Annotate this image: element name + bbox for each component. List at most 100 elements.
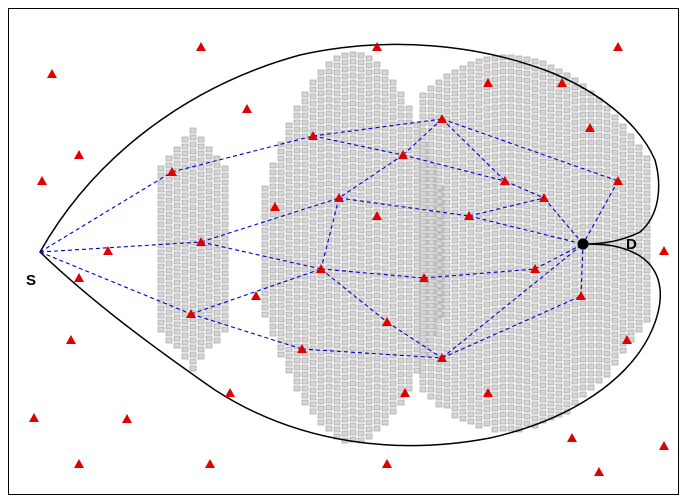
coverage-cell: [499, 201, 507, 208]
coverage-cell: [483, 364, 491, 371]
coverage-cell: [563, 247, 571, 254]
coverage-cell: [269, 281, 277, 288]
coverage-cell: [475, 317, 483, 324]
coverage-cell: [293, 203, 301, 210]
coverage-cell: [443, 94, 451, 101]
coverage-cell: [301, 259, 309, 266]
coverage-cell: [269, 169, 277, 176]
coverage-cell: [309, 296, 317, 303]
coverage-cell: [563, 317, 571, 324]
route-edge: [39, 241, 202, 253]
coverage-cell: [341, 416, 349, 423]
coverage-cell: [381, 265, 389, 272]
coverage-cell: [173, 146, 181, 153]
coverage-cell: [397, 196, 405, 203]
coverage-cell: [507, 145, 515, 152]
coverage-cell: [317, 391, 325, 398]
coverage-cell: [595, 139, 603, 146]
coverage-cell: [499, 110, 507, 117]
coverage-cell: [451, 118, 459, 125]
coverage-cell: [341, 101, 349, 108]
coverage-cell: [365, 139, 373, 146]
coverage-cell: [475, 79, 483, 86]
coverage-cell: [443, 290, 451, 297]
coverage-cell: [587, 251, 595, 258]
coverage-cell: [499, 271, 507, 278]
coverage-cell: [213, 288, 221, 295]
coverage-cell: [427, 141, 435, 148]
coverage-cell: [523, 378, 531, 385]
coverage-cell: [539, 368, 547, 375]
coverage-cell: [531, 114, 539, 121]
coverage-cell: [459, 135, 467, 142]
coverage-cell: [515, 195, 523, 202]
coverage-cell: [389, 205, 397, 212]
coverage-cell: [419, 323, 427, 330]
coverage-cell: [539, 95, 547, 102]
coverage-cell: [285, 164, 293, 171]
coverage-cell: [365, 90, 373, 97]
coverage-cell: [539, 375, 547, 382]
coverage-cell: [373, 152, 381, 159]
coverage-cell: [491, 209, 499, 216]
coverage-cell: [427, 162, 435, 169]
coverage-cell: [277, 281, 285, 288]
coverage-cell: [523, 112, 531, 119]
coverage-cell: [579, 265, 587, 272]
coverage-cell: [443, 360, 451, 367]
coverage-cell: [555, 299, 563, 306]
coverage-cell: [603, 126, 611, 133]
coverage-cell: [419, 386, 427, 393]
coverage-cell: [365, 342, 373, 349]
coverage-cell: [285, 143, 293, 150]
coverage-cell: [507, 215, 515, 222]
coverage-cell: [483, 420, 491, 427]
coverage-cell: [301, 357, 309, 364]
coverage-cell: [413, 332, 421, 339]
coverage-cell: [523, 245, 531, 252]
coverage-cell: [507, 250, 515, 257]
coverage-cell: [507, 222, 515, 229]
coverage-cell: [483, 126, 491, 133]
coverage-cell: [531, 240, 539, 247]
coverage-cell: [261, 269, 269, 276]
coverage-cell: [595, 279, 603, 286]
coverage-cell: [507, 397, 515, 404]
coverage-cell: [189, 330, 197, 337]
coverage-cell: [539, 123, 547, 130]
coverage-cell: [451, 398, 459, 405]
coverage-cell: [189, 337, 197, 344]
coverage-cell: [611, 212, 619, 219]
coverage-cell: [515, 412, 523, 419]
coverage-cell: [427, 225, 435, 232]
coverage-cell: [197, 269, 205, 276]
coverage-cell: [483, 56, 491, 63]
coverage-cell: [523, 119, 531, 126]
coverage-cell: [373, 222, 381, 229]
coverage-cell: [571, 357, 579, 364]
coverage-cell: [555, 243, 563, 250]
coverage-cell: [419, 148, 427, 155]
coverage-cell: [499, 243, 507, 250]
coverage-cell: [317, 160, 325, 167]
coverage-cell: [373, 397, 381, 404]
coverage-cell: [405, 259, 413, 266]
coverage-cell: [491, 384, 499, 391]
coverage-cell: [427, 169, 435, 176]
coverage-cell: [603, 147, 611, 154]
coverage-cell: [419, 169, 427, 176]
coverage-cell: [475, 219, 483, 226]
coverage-cell: [619, 347, 627, 354]
triangle-icon: [576, 291, 586, 300]
coverage-cell: [157, 263, 165, 270]
coverage-cell: [349, 303, 357, 310]
coverage-cell: [515, 349, 523, 356]
coverage-cell: [579, 300, 587, 307]
coverage-cell: [397, 315, 405, 322]
coverage-cell: [325, 271, 333, 278]
coverage-cell: [635, 235, 643, 242]
coverage-cell: [427, 281, 435, 288]
coverage-cell: [389, 331, 397, 338]
coverage-cell: [173, 160, 181, 167]
coverage-cell: [397, 364, 405, 371]
